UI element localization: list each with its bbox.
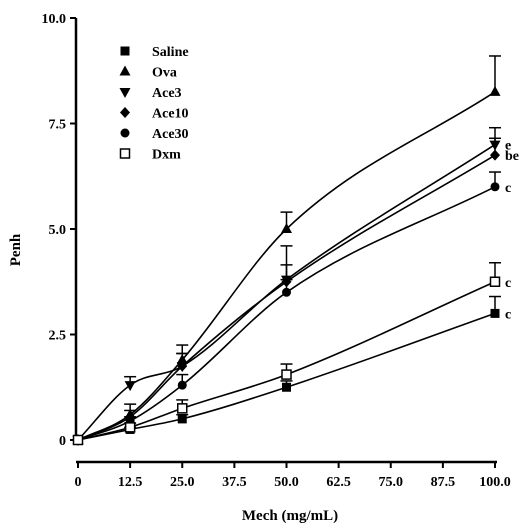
significance-label: e (505, 139, 511, 154)
legend-item-dxm: Dxm (119, 148, 181, 163)
series-line (77, 154, 496, 441)
legend-label: Dxm (152, 148, 181, 163)
series-saline: c (73, 295, 511, 445)
legend-marker (119, 88, 131, 98)
series-dxm: c (72, 262, 511, 446)
legend-item-ace30: Ace30 (120, 127, 189, 142)
legend-label: Ace10 (152, 107, 189, 122)
x-tick-label: 25.0 (170, 475, 195, 490)
legend-label: Ace3 (152, 86, 182, 101)
data-point (490, 149, 500, 161)
data-point (489, 276, 501, 287)
y-axis-title: Penh (8, 233, 24, 266)
legend-marker (120, 128, 130, 138)
y-tick-label: 10.0 (42, 12, 67, 27)
series-layer: c ebe c c (72, 55, 519, 446)
data-point (281, 223, 292, 233)
y-tick-label: 0 (59, 434, 66, 449)
legend-item-saline: Saline (120, 45, 189, 60)
legend-label: Saline (152, 45, 189, 60)
y-tick-label: 2.5 (49, 329, 67, 344)
x-tick-label: 50.0 (274, 475, 299, 490)
x-tick-label: 87.5 (431, 475, 456, 490)
data-point (177, 360, 188, 372)
data-point (124, 422, 136, 433)
significance-label: be (505, 149, 519, 164)
x-tick-label: 75.0 (379, 475, 404, 490)
significance-label: c (505, 181, 511, 196)
x-tick-label: 37.5 (222, 475, 247, 490)
legend: Saline Ova Ace3 Ace10 Ace30 Dxm (119, 45, 189, 163)
series-ace30: c (73, 171, 511, 445)
legend-marker (119, 148, 131, 159)
data-point (177, 414, 187, 424)
legend-marker (119, 65, 131, 76)
x-tick-label: 12.5 (118, 475, 143, 490)
data-point (177, 403, 188, 414)
series-line (77, 143, 496, 441)
data-point (72, 434, 84, 446)
data-point (281, 369, 292, 380)
data-point (282, 287, 291, 297)
data-point (282, 382, 291, 392)
series-line (77, 281, 496, 441)
legend-label: Ova (152, 66, 177, 81)
y-tick-label: 5.0 (49, 223, 67, 238)
x-axis-title: Mech (mg/mL) (242, 508, 338, 524)
x-tick-label: 62.5 (326, 475, 351, 490)
legend-item-ace3: Ace3 (119, 86, 182, 101)
legend-marker (120, 107, 130, 118)
legend-marker (120, 46, 130, 56)
series-ace3: e (72, 126, 511, 446)
y-tick-label: 7.5 (49, 118, 67, 133)
data-point (490, 182, 500, 192)
data-point (490, 308, 500, 318)
axes: 0 2.5 5.0 7.5 10.0 0 12.5 25.0 37.5 50.0 62.5 75.0 8… (42, 12, 511, 490)
legend-item-ace10: Ace10 (120, 107, 189, 122)
significance-label: c (505, 307, 511, 322)
legend-label: Ace30 (152, 127, 189, 142)
data-point (489, 85, 501, 96)
legend-item-ova: Ova (119, 65, 177, 81)
data-point (124, 381, 136, 392)
x-tick-label: 0 (75, 475, 82, 490)
significance-label: c (505, 276, 511, 291)
x-tick-label: 100.0 (479, 475, 511, 490)
series-ace10: be (73, 137, 519, 446)
data-point (177, 380, 187, 390)
